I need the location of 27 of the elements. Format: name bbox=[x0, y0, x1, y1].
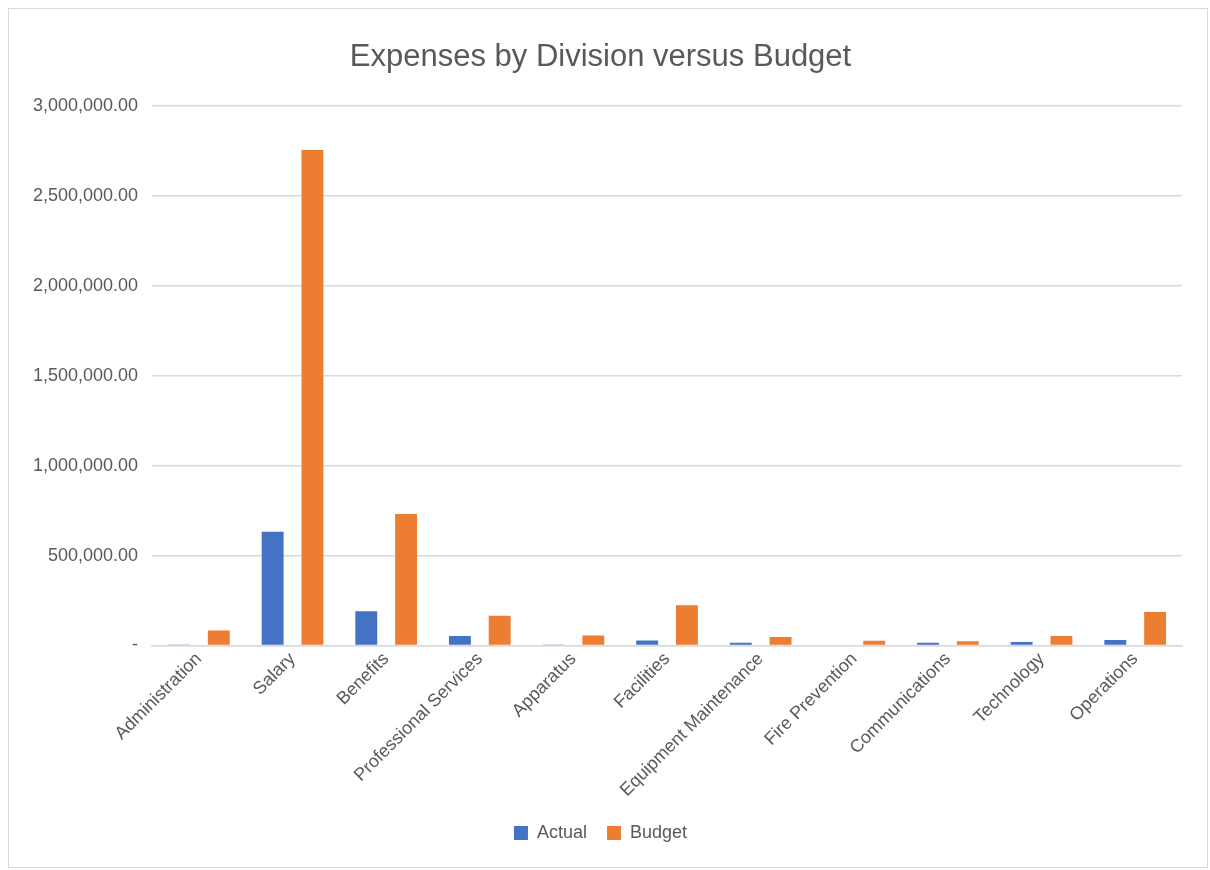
bar bbox=[488, 615, 511, 645]
y-tick-label: 1,000,000.00 bbox=[32, 454, 139, 475]
y-tick-label: 1,500,000.00 bbox=[32, 364, 139, 385]
legend-label: Actual bbox=[536, 821, 587, 842]
bar bbox=[395, 513, 418, 645]
bar bbox=[769, 637, 792, 645]
bar bbox=[1010, 642, 1033, 645]
bar bbox=[448, 635, 471, 645]
bar bbox=[636, 640, 659, 645]
y-tick-label: 500,000.00 bbox=[48, 544, 139, 565]
bar bbox=[301, 149, 324, 645]
legend-label: Budget bbox=[629, 821, 688, 842]
bar bbox=[676, 605, 698, 645]
bar bbox=[207, 630, 230, 645]
bar bbox=[1104, 640, 1127, 645]
bar bbox=[956, 641, 979, 645]
bar bbox=[1050, 636, 1073, 645]
chart-title: Expenses by Division versus Budget bbox=[349, 38, 852, 74]
y-tick-label: 2,500,000.00 bbox=[32, 185, 139, 206]
bar bbox=[582, 635, 605, 645]
bar bbox=[261, 531, 284, 645]
y-tick-label: 3,000,000.00 bbox=[32, 95, 139, 116]
y-tick-label: 2,000,000.00 bbox=[32, 274, 139, 295]
bar bbox=[355, 611, 378, 645]
bar bbox=[1144, 612, 1167, 645]
y-tick-label: - bbox=[132, 634, 139, 655]
bar bbox=[863, 640, 886, 645]
